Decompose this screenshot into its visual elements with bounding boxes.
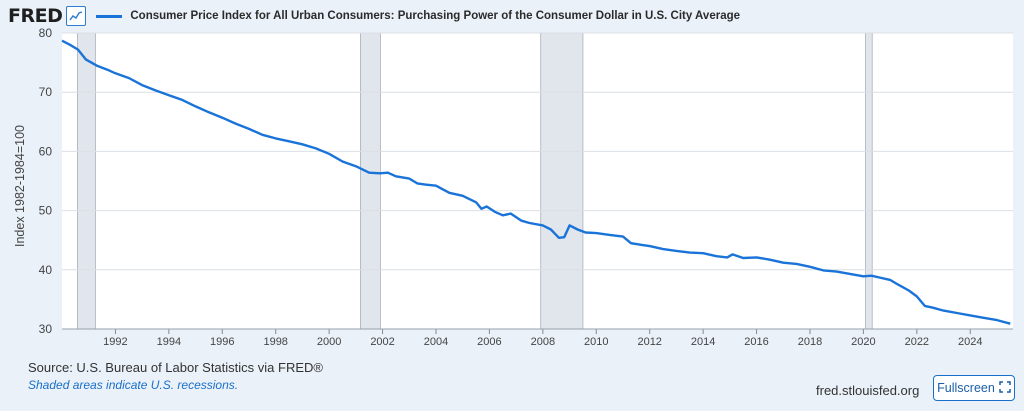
recession-shade [540,32,584,330]
x-tick-label: 2022 [905,336,929,348]
plot-area [62,33,1013,329]
y-tick-label: 80 [39,28,53,40]
fullscreen-label: Fullscreen [937,381,995,395]
legend: Consumer Price Index for All Urban Consu… [96,10,740,22]
x-tick-label: 2020 [851,336,875,348]
y-tick-label: 50 [39,204,53,218]
x-tick-label: 2002 [370,336,394,348]
x-tick-label: 2004 [424,336,448,348]
x-tick-label: 2018 [798,336,822,348]
series-title: Consumer Price Index for All Urban Consu… [130,10,741,22]
y-tick-label: 70 [39,85,53,99]
x-tick-label: 2016 [744,336,768,348]
line-chart: 30 40 50 60 70 80 1992 1994 1996 1998 2000 2002 2004… [39,28,1013,348]
recession-note: Shaded areas indicate U.S. recessions. [28,378,239,392]
legend-swatch [96,14,123,18]
line-chart-icon[interactable] [66,6,87,26]
chart-header: FRED Consumer Price Index for All Urban … [8,4,740,28]
expand-icon [999,380,1011,396]
recession-shade [359,32,381,330]
x-tick-label: 2000 [317,336,341,348]
y-tick-label: 40 [39,263,53,277]
x-tick-label: 2006 [477,336,501,348]
fred-logo[interactable]: FRED [8,5,63,27]
x-tick-label: 2012 [637,336,661,348]
x-tick-label: 2024 [958,336,982,348]
source-text: Source: U.S. Bureau of Labor Statistics … [28,360,323,375]
y-tick-label: 30 [39,322,53,336]
x-tick-label: 2008 [531,336,555,348]
x-tick-label: 1998 [263,336,287,348]
series-line [61,39,1011,325]
recession-shade [77,32,96,330]
x-tick-label: 1996 [210,336,234,348]
y-tick-label: 60 [39,144,53,158]
fred-url[interactable]: fred.stlouisfed.org [816,383,920,398]
x-tick-label: 1994 [157,336,181,348]
x-tick-label: 2010 [584,336,608,348]
y-axis-label: Index 1982-1984=100 [13,125,27,247]
recession-shade [865,32,873,330]
x-tick-label: 2014 [691,336,715,348]
fullscreen-button[interactable]: Fullscreen [933,375,1015,401]
x-tick-label: 1992 [103,336,127,348]
